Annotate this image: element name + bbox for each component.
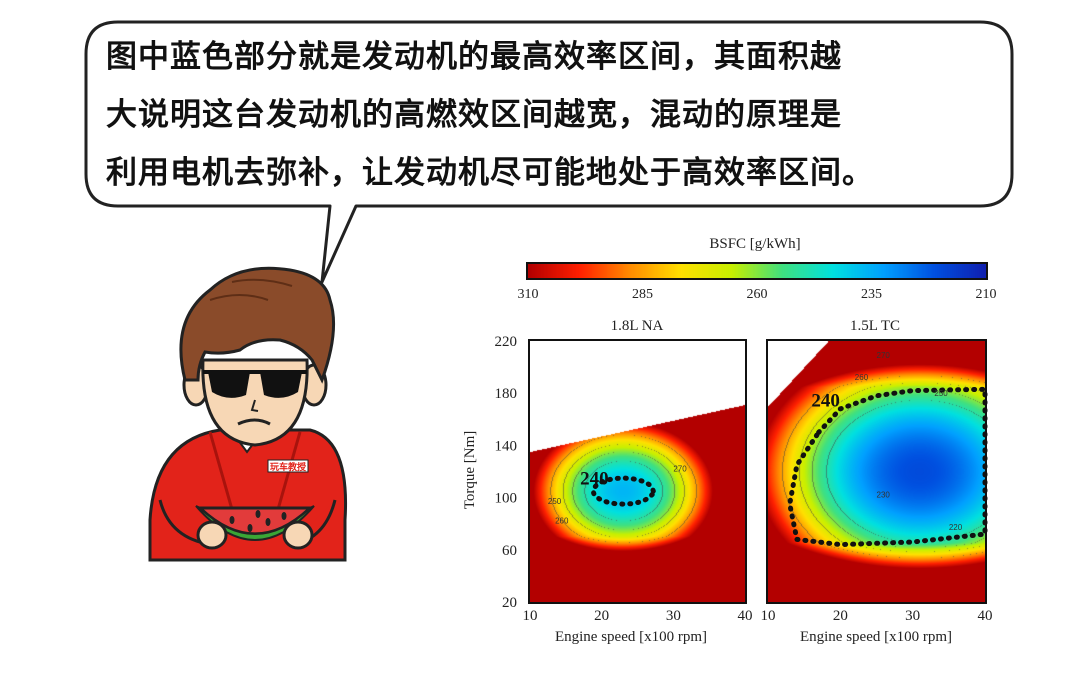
y-tick-label: 140 bbox=[495, 438, 518, 454]
panel-2-heatmap bbox=[766, 339, 987, 604]
bubble-line: 利用电机去弥补，让发动机尽可能地处于高效率区间。 bbox=[106, 155, 874, 191]
colorbar-tick-label: 235 bbox=[861, 287, 882, 302]
sunglasses-icon bbox=[203, 370, 307, 398]
y-tick-label: 60 bbox=[502, 543, 517, 559]
y-tick-label: 220 bbox=[495, 334, 518, 350]
bubble-line: 图中蓝色部分就是发动机的最高效率区间，其面积越 bbox=[106, 39, 842, 75]
colorbar-tick-label: 285 bbox=[632, 287, 653, 302]
panel-1-title: 1.8L NA bbox=[611, 318, 664, 334]
y-axis-label: Torque [Nm] bbox=[462, 431, 478, 510]
x-tick-label: 20 bbox=[833, 608, 848, 624]
cartoon-character: 玩车教授 bbox=[148, 266, 348, 562]
x-tick-label: 30 bbox=[905, 608, 920, 624]
axis-tick-labels: 220 180 140 100 60 20 10 20 30 40 10 20 30 40 bbox=[495, 334, 993, 624]
y-tick-label: 20 bbox=[502, 595, 517, 611]
panel-1-xlabel: Engine speed [x100 rpm] bbox=[555, 629, 707, 645]
x-tick-label: 10 bbox=[523, 608, 538, 624]
panel-1-heatmap bbox=[528, 339, 747, 604]
speech-bubble-text: 图中蓝色部分就是发动机的最高效率区间，其面积越 大说明这台发动机的高燃效区间越宽… bbox=[106, 28, 986, 202]
colorbar-title: BSFC [g/kWh] bbox=[709, 236, 800, 252]
y-tick-label: 180 bbox=[495, 386, 518, 402]
panel-2-xlabel: Engine speed [x100 rpm] bbox=[800, 629, 952, 645]
x-tick-label: 30 bbox=[666, 608, 681, 624]
speech-bubble bbox=[84, 20, 1014, 284]
x-tick-label: 40 bbox=[738, 608, 753, 624]
colorbar bbox=[526, 262, 988, 280]
y-tick-label: 100 bbox=[495, 491, 518, 507]
x-tick-label: 40 bbox=[978, 608, 993, 624]
colorbar-tick-label: 260 bbox=[747, 287, 768, 302]
panel-2-title: 1.5L TC bbox=[850, 318, 900, 334]
x-tick-label: 20 bbox=[594, 608, 609, 624]
hair bbox=[179, 266, 336, 384]
shirt-logo-text: 玩车教授 bbox=[270, 461, 307, 473]
colorbar-tick-label: 210 bbox=[976, 287, 997, 302]
bubble-line: 大说明这台发动机的高燃效区间越宽，混动的原理是 bbox=[106, 97, 842, 133]
colorbar-tick-labels: 310 285 260 235 210 bbox=[518, 287, 997, 302]
colorbar-tick-label: 310 bbox=[518, 287, 539, 302]
x-tick-label: 10 bbox=[761, 608, 776, 624]
